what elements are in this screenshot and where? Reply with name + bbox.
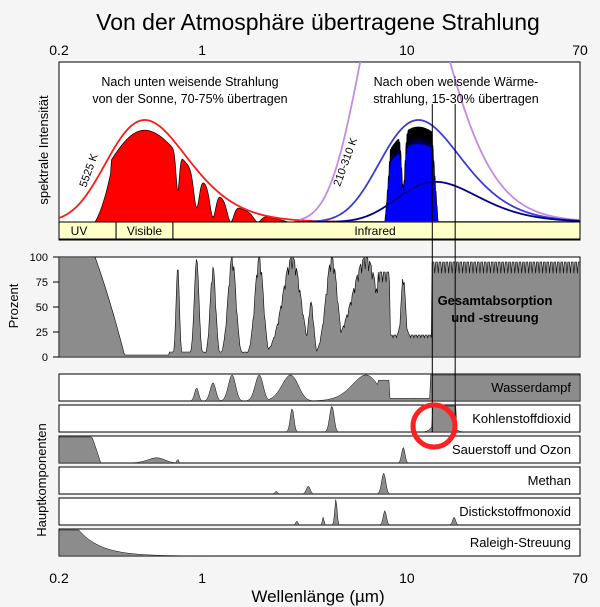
component-row-frame — [58, 404, 581, 433]
component-row-frame — [58, 497, 581, 526]
component-label: Raleigh-Streuung — [470, 535, 571, 550]
component-absorption-area — [58, 436, 580, 464]
top-x-tick-label: 1 — [198, 42, 206, 58]
component-row-frame — [58, 435, 581, 464]
top-axis-tick-labels: 0.2 1 10 70 — [49, 42, 588, 58]
absorption-y-tick-label: 50 — [36, 302, 48, 314]
component-label: Distickstoffmonoxid — [459, 504, 571, 519]
spectral-band-label: UV — [71, 224, 88, 238]
top-ylabel: spektrale Intensität — [36, 95, 51, 205]
absorption-y-tick-label: 0 — [42, 352, 48, 364]
absorption-y-ticks: 100 75 50 25 0 — [30, 252, 59, 364]
component-row-frame — [58, 466, 581, 495]
spectral-band-label: Visible — [127, 224, 162, 238]
top-x-tick-label: 0.2 — [49, 42, 69, 58]
component-label: Sauerstoff und Ozon — [452, 442, 571, 457]
co2-highlight-circle — [410, 402, 458, 450]
earth-curve-310k — [299, 62, 580, 222]
bottom-x-tick-label: 1 — [198, 570, 206, 586]
component-label: Wasserdampf — [491, 380, 571, 395]
bottom-x-tick-label: 0.2 — [49, 570, 69, 586]
total-absorption-label: Gesamtabsorption und -streuung — [438, 293, 553, 325]
chart-title: Von der Atmosphäre übertragene Strahlung — [96, 9, 540, 35]
bottom-x-tick-label: 10 — [399, 570, 415, 586]
absorption-ylabel: Prozent — [6, 283, 21, 328]
x-axis-label: Wellenlänge (µm) — [251, 587, 384, 606]
component-absorption-area — [59, 374, 581, 402]
component-label: Kohlenstoffdioxid — [472, 411, 571, 426]
component-absorption-area — [59, 472, 580, 495]
earth-label-line: Nach oben weisende Wärme- — [374, 75, 539, 89]
spectral-band-row: UV Visible Infrared — [58, 221, 581, 240]
abs-label-line: und -streuung — [451, 310, 538, 325]
top-x-tick-label: 70 — [572, 42, 588, 58]
spectral-intensity-panel: UV Visible Infrared spektrale Intensität N… — [36, 61, 581, 241]
component-label: Methan — [528, 473, 571, 488]
total-absorption-panel: 100 75 50 25 0 Prozent Gesamtabsorption und -… — [6, 252, 581, 364]
sun-label-line: von der Sonne, 70-75% übertragen — [92, 92, 287, 106]
earth-curve-255k — [299, 119, 580, 222]
spectral-band-label: Infrared — [354, 224, 395, 238]
top-x-tick-label: 10 — [399, 42, 415, 58]
sun-radiation-label: Nach unten weisende Strahlung von der Son… — [92, 75, 287, 106]
earth-label-line: strahlung, 15-30% übertragen — [373, 92, 538, 106]
absorption-y-tick-label: 100 — [30, 252, 48, 264]
sun-label-line: Nach unten weisende Strahlung — [101, 75, 278, 89]
earth-radiation-label: Nach oben weisende Wärme-strahlung, 15-3… — [373, 75, 538, 106]
component-absorption-area — [58, 529, 580, 557]
absorption-y-tick-label: 75 — [36, 277, 48, 289]
co2-guide-lines — [431, 104, 456, 432]
total-absorption-area — [59, 257, 580, 357]
components-panel: Wasserdampf Kohlenstoffdioxid Sauerstoff u… — [58, 373, 581, 557]
abs-label-line: Gesamtabsorption — [438, 293, 553, 308]
bottom-x-tick-label: 70 — [572, 570, 588, 586]
component-row-frame — [58, 528, 581, 557]
absorption-y-tick-label: 25 — [36, 327, 48, 339]
earth-curve-210k — [299, 180, 580, 222]
spectral-band-box — [172, 221, 581, 240]
component-absorption-area — [59, 499, 580, 526]
spectral-band-box — [58, 221, 117, 240]
bottom-axis-tick-labels: 0.2 1 10 70 — [49, 570, 588, 586]
components-ylabel: Hauptkomponenten — [34, 423, 49, 536]
